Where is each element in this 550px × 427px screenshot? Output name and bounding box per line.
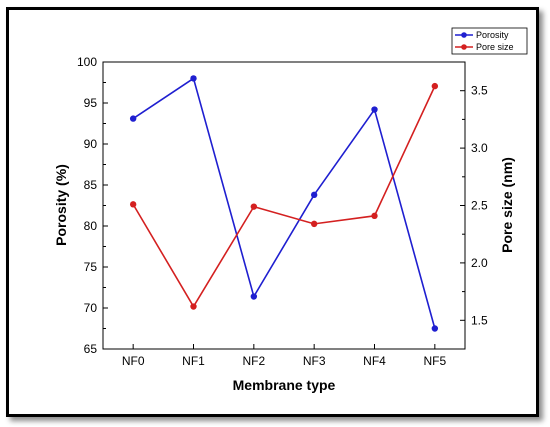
legend: Porosity Pore size [451, 27, 528, 55]
legend-porosity-marker [461, 32, 467, 38]
left-tick-label: 85 [84, 178, 98, 192]
legend-porosity-label: Porosity [476, 30, 509, 40]
pore-size-point [250, 203, 258, 210]
left-tick-label: 80 [84, 219, 98, 233]
porosity-point [250, 293, 258, 300]
pore-size-point [129, 201, 137, 208]
series-layer [129, 75, 439, 332]
left-tick-label: 65 [84, 342, 98, 356]
x-tick-label: NF1 [182, 354, 205, 368]
left-tick-label: 90 [84, 137, 98, 151]
right-tick-label: 1.5 [471, 313, 488, 327]
porosity-point [310, 191, 318, 199]
right-tick-label: 3.0 [471, 141, 488, 155]
legend-pore-size-label: Pore size [476, 42, 514, 52]
left-axis-title: Porosity (%) [53, 164, 69, 246]
left-tick-label: 70 [84, 301, 98, 315]
left-tick-label: 100 [77, 55, 97, 69]
pore-size-line [132, 85, 436, 309]
left-axis-ticks: 65 70 75 80 85 90 95 100 [77, 55, 108, 356]
porosity-point [190, 75, 197, 82]
x-tick-label: NF5 [423, 354, 446, 368]
x-tick-label: NF3 [303, 354, 326, 368]
right-tick-label: 2.5 [471, 199, 488, 213]
pore-size-point [431, 82, 439, 90]
legend-pore-size-marker [461, 44, 467, 50]
porosity-point [431, 325, 439, 332]
porosity-point [129, 115, 137, 122]
porosity-line [132, 77, 436, 329]
x-tick-label: NF0 [122, 354, 145, 368]
pore-size-point [310, 220, 318, 228]
left-tick-label: 95 [84, 96, 98, 110]
x-axis-title: Membrane type [233, 377, 336, 393]
left-tick-label: 75 [84, 260, 98, 274]
x-axis-ticks: NF0 NF1 NF2 NF3 NF4 NF5 [122, 344, 446, 368]
plot-area [102, 61, 466, 350]
x-tick-label: NF4 [363, 354, 386, 368]
pore-size-point [371, 212, 378, 220]
right-tick-label: 2.0 [471, 256, 488, 270]
x-tick-label: NF2 [242, 354, 265, 368]
porosity-point [371, 106, 378, 113]
right-axis-title: Pore size (nm) [499, 157, 515, 253]
pore-size-point [190, 303, 197, 310]
right-tick-label: 3.5 [471, 84, 488, 98]
right-axis-ticks: 1.5 2.0 2.5 3.0 3.5 [460, 61, 488, 350]
